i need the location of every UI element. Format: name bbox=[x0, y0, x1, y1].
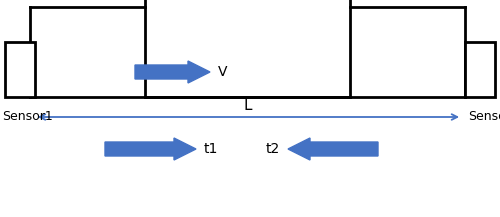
Text: t2: t2 bbox=[266, 142, 280, 156]
FancyArrow shape bbox=[288, 138, 378, 160]
Text: t1: t1 bbox=[204, 142, 218, 156]
Text: Sensor1: Sensor1 bbox=[2, 110, 53, 123]
FancyArrow shape bbox=[135, 61, 210, 83]
Bar bbox=[465, 42, 495, 97]
Text: Sensor2: Sensor2 bbox=[468, 110, 500, 123]
FancyArrow shape bbox=[105, 138, 196, 160]
Bar bbox=[5, 42, 35, 97]
Text: L: L bbox=[244, 98, 252, 113]
Text: V: V bbox=[218, 65, 228, 79]
